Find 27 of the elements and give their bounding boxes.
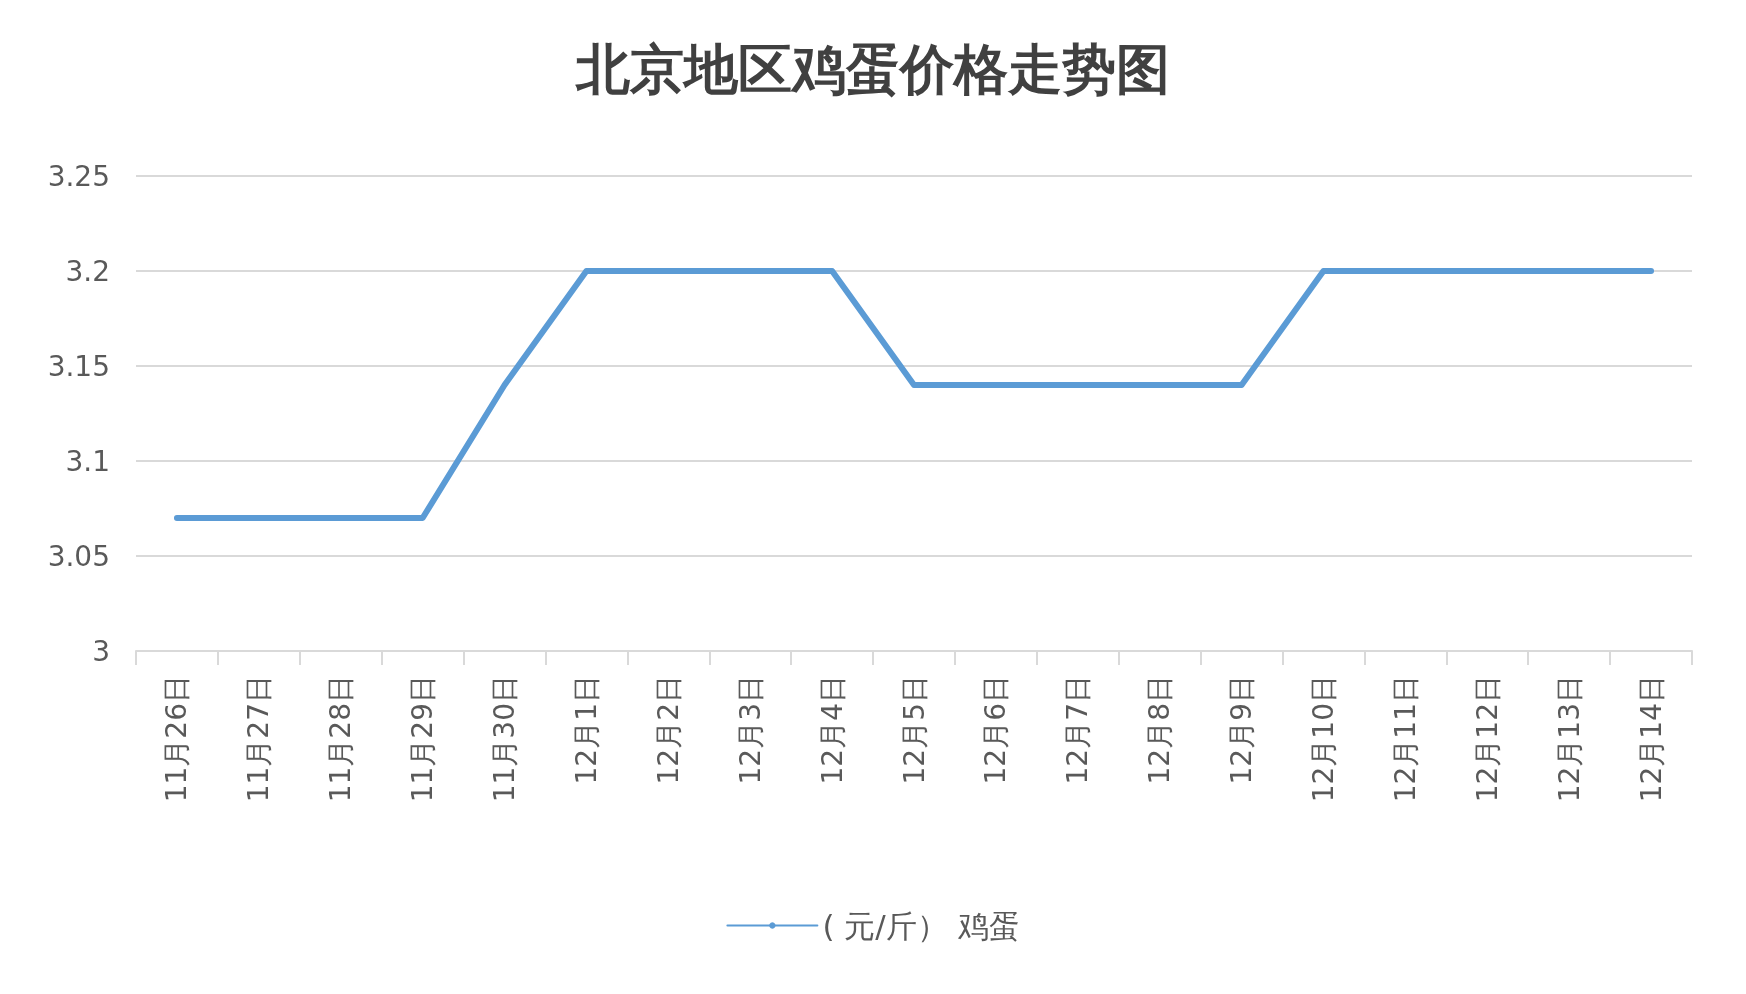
y-tick-label: 3 [92, 634, 110, 668]
x-tick-label: 12月2日 [651, 675, 685, 785]
x-tick-label: 12月1日 [569, 675, 603, 785]
y-tick-label: 3.2 [65, 254, 110, 288]
x-tick-label: 11月27日 [242, 675, 276, 803]
x-tick-label: 12月9日 [1225, 675, 1259, 785]
chart-title: 北京地区鸡蛋价格走势图 [575, 40, 1170, 100]
y-tick-label: 3.15 [47, 349, 110, 383]
x-tick-label: 12月10日 [1306, 675, 1340, 803]
x-tick-label: 12月7日 [1061, 675, 1095, 785]
x-tick-label: 11月29日 [406, 675, 440, 803]
x-tick-label: 12月8日 [1143, 675, 1177, 785]
x-tick-label: 12月12日 [1470, 675, 1504, 803]
x-tick-label: 11月30日 [488, 675, 522, 803]
x-tick-label: 12月11日 [1388, 675, 1422, 803]
x-tick-label: 12月14日 [1634, 675, 1668, 803]
x-tick-label: 12月3日 [733, 675, 767, 785]
y-tick-label: 3.25 [47, 159, 110, 193]
x-tick-label: 12月5日 [897, 675, 931, 785]
y-tick-label: 3.05 [47, 539, 110, 573]
y-tick-label: 3.1 [65, 444, 110, 478]
x-tick-label: 11月28日 [324, 675, 358, 803]
x-tick-label: 12月6日 [979, 675, 1013, 785]
legend-label: ( 元/斤） 鸡蛋 [822, 907, 1020, 944]
x-tick-label: 12月4日 [815, 675, 849, 785]
x-tick-label: 12月13日 [1552, 675, 1586, 803]
x-tick-label: 11月26日 [160, 675, 194, 803]
